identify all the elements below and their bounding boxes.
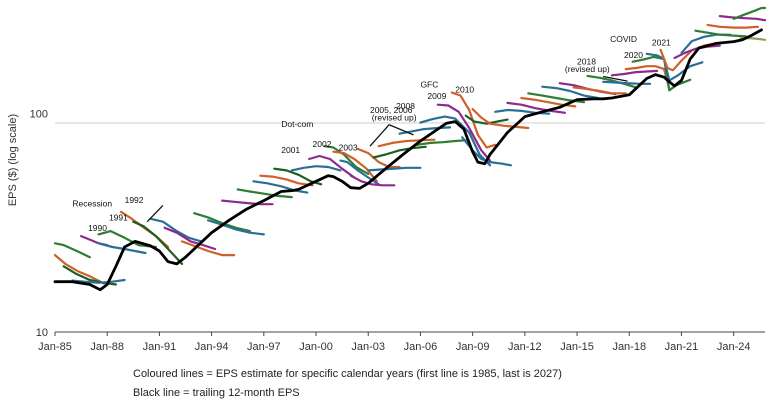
x-tick-label: Jan-18 bbox=[612, 341, 646, 353]
annotation-label: 2002 bbox=[313, 139, 332, 149]
estimate-series-line bbox=[572, 86, 627, 95]
estimate-series-line bbox=[207, 219, 265, 236]
estimate-series-line bbox=[415, 139, 467, 146]
y-tick-label: 100 bbox=[30, 109, 48, 121]
x-ticks: Jan-85 Jan-88 Jan-91 Jan-94 Jan-97 Jan-00 Jan-… bbox=[38, 332, 750, 353]
annotation-label: 2009 bbox=[427, 91, 446, 101]
annotation-arrow bbox=[388, 124, 414, 136]
annotation-arrow bbox=[369, 124, 390, 147]
x-tick-label: Jan-97 bbox=[247, 341, 281, 353]
annotation-label: 1990 bbox=[88, 223, 107, 233]
estimate-series-line bbox=[372, 145, 427, 159]
x-tick-label: Jan-24 bbox=[717, 341, 751, 353]
annotation-label: (revised up) bbox=[372, 113, 417, 123]
estimate-series-line bbox=[349, 174, 396, 187]
trailing-eps-line bbox=[53, 28, 763, 292]
annotation-label: 2020 bbox=[624, 50, 643, 60]
estimate-series-line bbox=[149, 217, 203, 243]
estimate-series-line bbox=[732, 6, 767, 20]
annotation-arrow bbox=[603, 75, 628, 82]
estimate-series-line bbox=[323, 145, 370, 175]
y-axis-label: EPS ($) (log scale) bbox=[7, 114, 19, 206]
annotation-label: Dot-com bbox=[281, 119, 313, 129]
estimate-series-line bbox=[367, 166, 422, 172]
estimate-series-line bbox=[53, 242, 91, 259]
estimate-series-line bbox=[252, 180, 309, 194]
estimate-series-line bbox=[602, 80, 652, 85]
estimate-series-line bbox=[541, 85, 600, 100]
estimate-series-line bbox=[673, 44, 721, 60]
estimate-series-line bbox=[332, 150, 378, 183]
x-tick-label: Jan-15 bbox=[560, 341, 594, 353]
annotation-label: (revised up) bbox=[565, 64, 610, 74]
estimate-series-line bbox=[290, 165, 342, 172]
estimate-series-line bbox=[610, 69, 659, 77]
estimate-series-line bbox=[221, 199, 274, 206]
estimate-series-line bbox=[132, 220, 184, 265]
y-tick-label: 10 bbox=[36, 327, 48, 339]
annotation-arrows bbox=[146, 75, 628, 223]
legend-note-black-line: Black line = trailing 12-month EPS bbox=[133, 387, 300, 399]
annotation-label: 2018 bbox=[577, 57, 596, 67]
annotation-label: 2003 bbox=[339, 142, 358, 152]
annotation-label: 1991 bbox=[109, 212, 128, 222]
estimate-series-line bbox=[464, 114, 509, 125]
x-tick-label: Jan-12 bbox=[508, 341, 542, 353]
estimate-series-line bbox=[180, 240, 236, 257]
annotation-label: 2005, 2006 bbox=[370, 105, 413, 115]
estimate-series-line bbox=[471, 107, 530, 130]
x-tick-label: Jan-00 bbox=[299, 341, 333, 353]
estimate-series-line bbox=[308, 154, 356, 179]
estimate-series-line bbox=[97, 230, 157, 249]
x-tick-label: Jan-03 bbox=[351, 341, 385, 353]
estimate-series-line bbox=[586, 74, 638, 89]
estimate-series-line bbox=[624, 65, 671, 90]
estimate-series bbox=[53, 6, 767, 286]
estimate-series-line bbox=[706, 23, 760, 29]
estimate-series-line bbox=[419, 115, 492, 167]
x-tick-label: Jan-06 bbox=[404, 341, 438, 353]
estimate-series-line bbox=[506, 101, 567, 114]
trailing-eps bbox=[53, 28, 763, 292]
estimate-series-line bbox=[163, 226, 217, 251]
estimate-series-line bbox=[450, 91, 497, 149]
x-tick-label: Jan-85 bbox=[38, 341, 72, 353]
annotation-arrow bbox=[146, 204, 164, 223]
x-tick-label: Jan-09 bbox=[456, 341, 490, 353]
estimate-series-line bbox=[718, 15, 767, 22]
estimate-series-line bbox=[71, 278, 126, 284]
annotation-label: Recession bbox=[72, 199, 112, 209]
estimate-series-line bbox=[53, 254, 105, 285]
x-tick-label: Jan-94 bbox=[195, 341, 229, 353]
annotation-label: GFC bbox=[420, 79, 438, 89]
x-tick-label: Jan-88 bbox=[90, 341, 124, 353]
legend-note-coloured-lines: Coloured lines = EPS estimate for specif… bbox=[133, 368, 562, 380]
annotation-label: 1992 bbox=[125, 195, 144, 205]
annotation-label: 2010 bbox=[455, 85, 474, 95]
x-tick-label: Jan-21 bbox=[665, 341, 699, 353]
annotation-label: 2021 bbox=[652, 38, 671, 48]
annotation-label: 2001 bbox=[281, 145, 300, 155]
estimate-series-line bbox=[236, 188, 293, 199]
estimate-series-line bbox=[436, 103, 492, 162]
estimate-series-line bbox=[377, 138, 436, 148]
annotation-label: COVID bbox=[610, 34, 637, 44]
x-tick-label: Jan-91 bbox=[143, 341, 177, 353]
estimate-series-line bbox=[356, 147, 401, 169]
estimate-series-line bbox=[193, 212, 251, 233]
annotation-label: 2008 bbox=[396, 101, 415, 111]
y-ticks: 10 100 bbox=[30, 109, 48, 339]
estimate-series-line bbox=[694, 29, 748, 38]
estimate-series-line bbox=[259, 174, 314, 187]
